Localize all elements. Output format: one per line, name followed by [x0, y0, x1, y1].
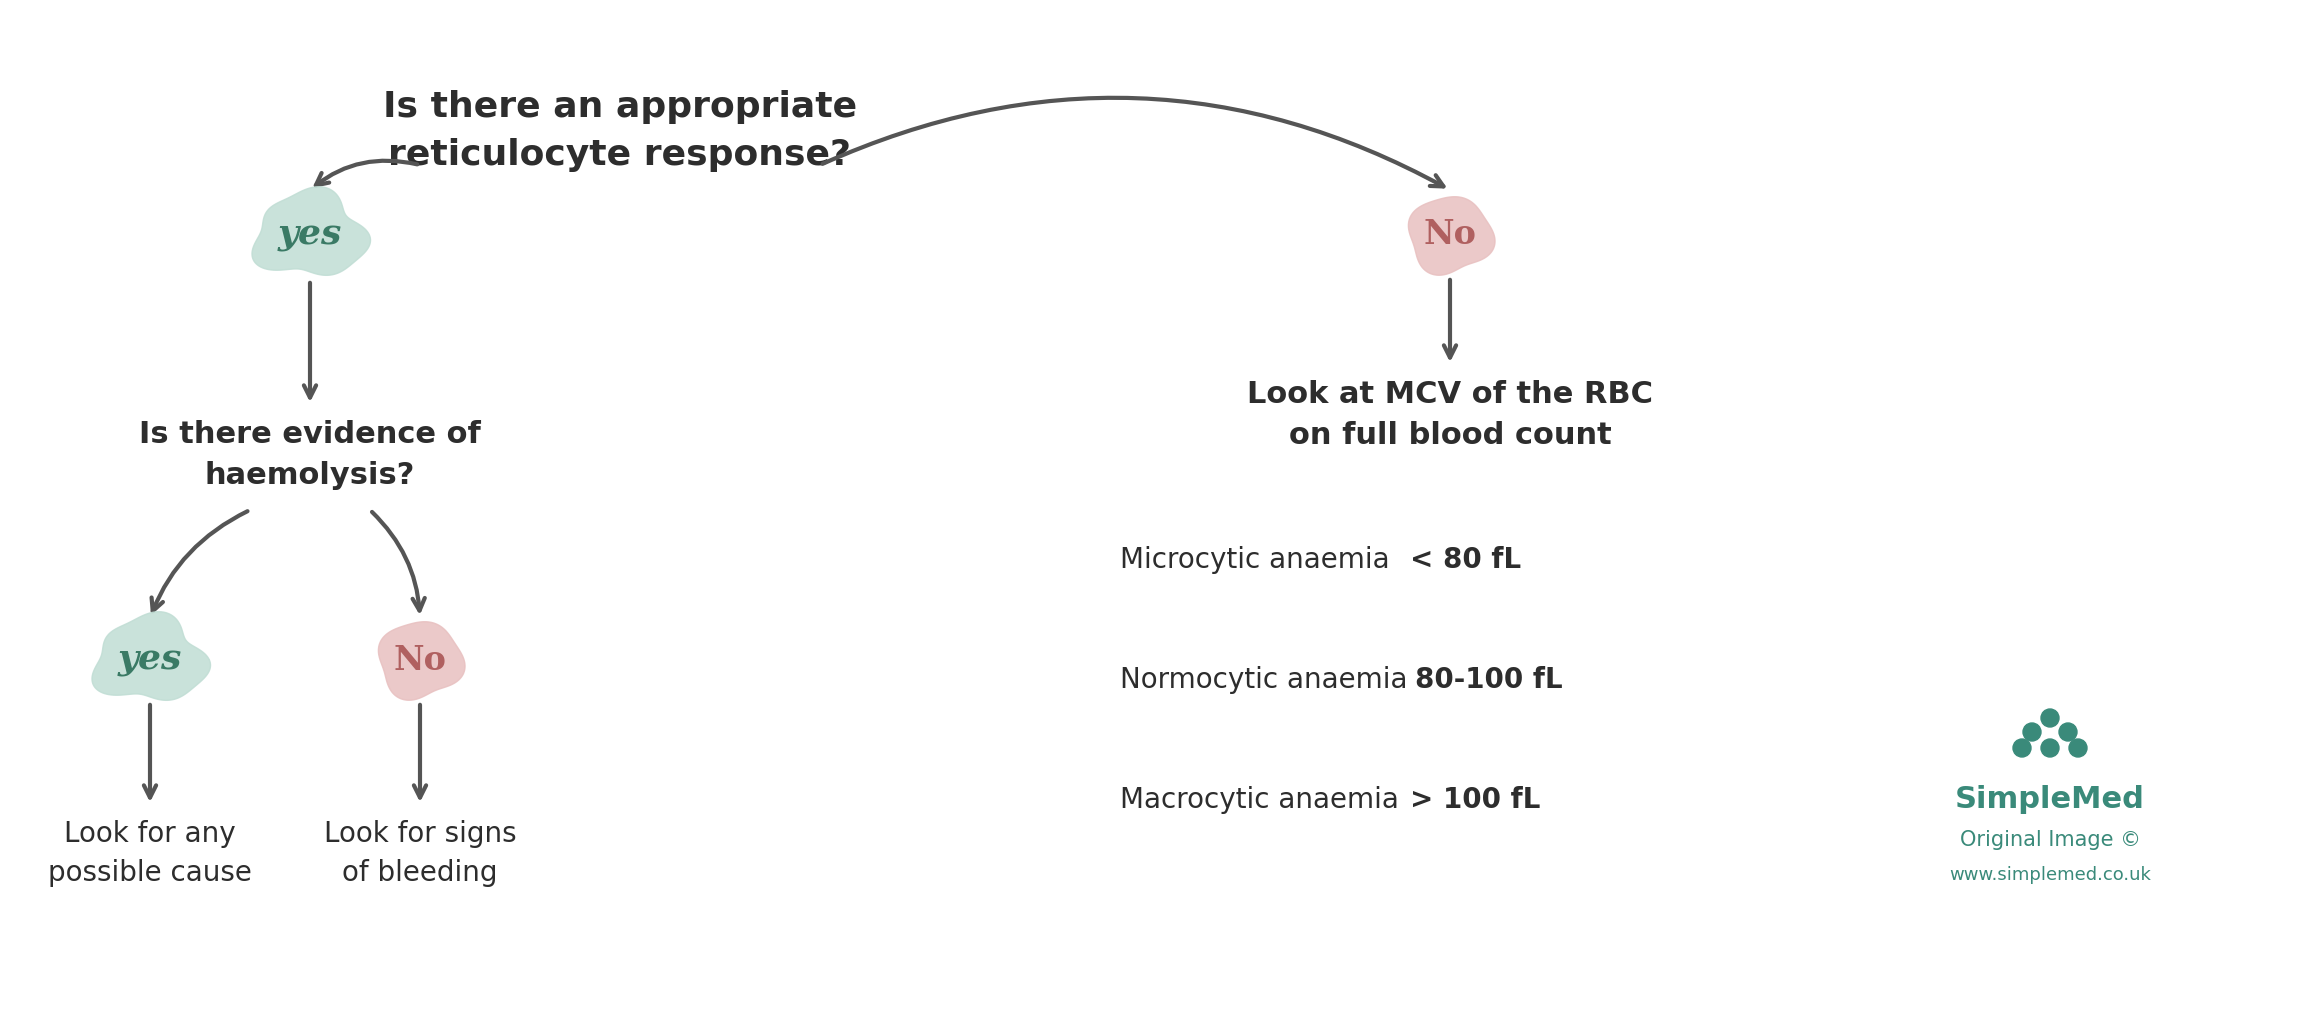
Circle shape [2058, 723, 2077, 741]
Text: Original Image ©: Original Image © [1960, 830, 2141, 850]
Text: No: No [393, 643, 446, 677]
Circle shape [2024, 723, 2040, 741]
Text: < 80 fL: < 80 fL [1410, 546, 1520, 574]
Text: yes: yes [117, 643, 182, 677]
Text: SimpleMed: SimpleMed [1955, 786, 2146, 814]
Circle shape [2012, 739, 2031, 758]
Text: No: No [1424, 218, 1477, 251]
Circle shape [2040, 739, 2058, 758]
Text: Macrocytic anaemia: Macrocytic anaemia [1120, 786, 1408, 814]
Text: Is there an appropriate
reticulocyte response?: Is there an appropriate reticulocyte res… [382, 90, 858, 172]
Polygon shape [380, 622, 465, 700]
Polygon shape [253, 187, 370, 276]
Text: > 100 fL: > 100 fL [1410, 786, 1541, 814]
Text: Look for signs
of bleeding: Look for signs of bleeding [324, 820, 515, 887]
Text: yes: yes [278, 218, 343, 252]
Text: 80-100 fL: 80-100 fL [1414, 666, 1562, 694]
Circle shape [2070, 739, 2086, 758]
Text: Normocytic anaemia: Normocytic anaemia [1120, 666, 1417, 694]
Text: Microcytic anaemia: Microcytic anaemia [1120, 546, 1398, 574]
Polygon shape [1408, 197, 1495, 276]
Text: Look for any
possible cause: Look for any possible cause [48, 820, 253, 887]
Circle shape [2040, 709, 2058, 727]
Text: Is there evidence of
haemolysis?: Is there evidence of haemolysis? [138, 420, 481, 490]
Text: www.simplemed.co.uk: www.simplemed.co.uk [1948, 866, 2150, 884]
Text: Look at MCV of the RBC
on full blood count: Look at MCV of the RBC on full blood cou… [1247, 380, 1654, 449]
Polygon shape [92, 612, 212, 700]
